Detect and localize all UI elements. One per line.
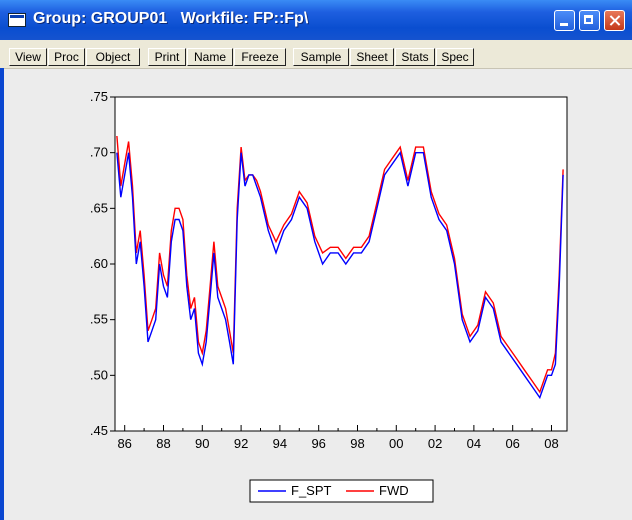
x-tick-label: 00	[389, 436, 403, 451]
x-tick-label: 92	[234, 436, 248, 451]
y-tick-label: .65	[90, 200, 108, 215]
legend-label: F_SPT	[291, 483, 332, 498]
spec-button[interactable]: Spec	[436, 48, 474, 66]
x-tick-label: 88	[156, 436, 170, 451]
series-line-f_spt	[116, 151, 564, 400]
group-window-icon	[8, 13, 26, 27]
y-tick-label: .55	[90, 312, 108, 327]
y-tick-label: .45	[90, 423, 108, 438]
x-tick-label: 96	[311, 436, 325, 451]
y-tick-label: .60	[90, 256, 108, 271]
stats-button[interactable]: Stats	[395, 48, 435, 66]
print-button[interactable]: Print	[148, 48, 186, 66]
legend-label: FWD	[379, 483, 409, 498]
proc-button[interactable]: Proc	[48, 48, 85, 66]
plot-area	[114, 96, 568, 432]
graph-pane: .45 .50 .55 .60 .65 .70 .75 86 88 90 92 94 96 98 00 02 0…	[4, 69, 632, 520]
line-chart: .45 .50 .55 .60 .65 .70 .75 86 88 90 92 94 96 98 00 02 0…	[90, 89, 568, 503]
x-tick-label: 86	[117, 436, 131, 451]
y-tick-label: .70	[90, 145, 108, 160]
sheet-button[interactable]: Sheet	[350, 48, 394, 66]
close-icon[interactable]	[604, 10, 625, 31]
title-bar[interactable]: Group: GROUP01 Workfile: FP::Fp\	[0, 0, 632, 40]
x-tick-label: 06	[505, 436, 519, 451]
name-button[interactable]: Name	[187, 48, 233, 66]
maximize-icon[interactable]	[579, 10, 600, 31]
x-tick-label: 02	[428, 436, 442, 451]
x-tick-label: 94	[273, 436, 287, 451]
x-tick-label: 98	[350, 436, 364, 451]
legend-box	[249, 479, 434, 503]
y-tick-label: .50	[90, 367, 108, 382]
x-tick-label: 90	[195, 436, 209, 451]
y-tick-label: .75	[90, 89, 108, 104]
minimize-icon[interactable]	[554, 10, 575, 31]
freeze-button[interactable]: Freeze	[234, 48, 286, 66]
window-left-border	[0, 68, 4, 520]
object-button[interactable]: Object	[86, 48, 140, 66]
toolbar: View Proc Object Print Name Freeze Sampl…	[0, 40, 632, 69]
window-title: Group: GROUP01 Workfile: FP::Fp\	[33, 10, 309, 27]
sample-button[interactable]: Sample	[293, 48, 349, 66]
view-button[interactable]: View	[9, 48, 47, 66]
x-tick-label: 04	[467, 436, 481, 451]
x-tick-label: 08	[544, 436, 558, 451]
series-line-fwd	[116, 135, 564, 394]
